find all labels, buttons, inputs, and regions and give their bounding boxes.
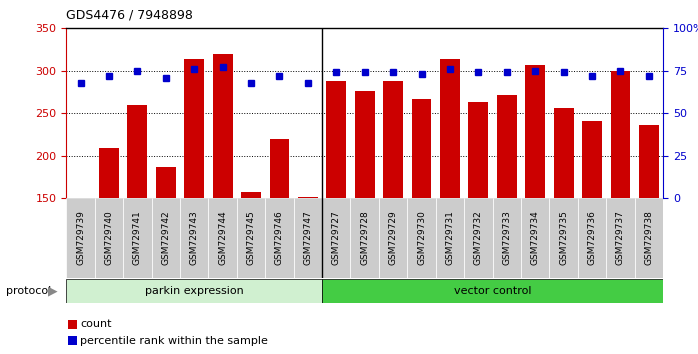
Bar [237, 198, 265, 278]
Text: GSM729727: GSM729727 [332, 210, 341, 265]
Bar [294, 198, 322, 278]
Bar [549, 198, 578, 278]
Text: GSM729731: GSM729731 [445, 210, 454, 265]
Bar [582, 121, 602, 198]
Text: GSM729733: GSM729733 [503, 210, 512, 265]
Bar [156, 167, 176, 198]
Bar [383, 81, 403, 198]
Bar [128, 105, 147, 198]
Bar [412, 99, 431, 198]
Text: GSM729730: GSM729730 [417, 210, 426, 265]
Bar [66, 198, 95, 278]
Bar [607, 198, 634, 278]
Text: GSM729747: GSM729747 [304, 210, 313, 265]
Bar [350, 198, 379, 278]
Bar [184, 59, 204, 198]
Text: ▶: ▶ [47, 285, 57, 297]
Bar [468, 102, 489, 198]
Bar [355, 91, 375, 198]
Bar [269, 139, 290, 198]
Text: percentile rank within the sample: percentile rank within the sample [80, 336, 268, 346]
Text: GSM729738: GSM729738 [644, 210, 653, 265]
Bar [440, 59, 460, 198]
Text: parkin expression: parkin expression [144, 286, 244, 296]
Bar [66, 279, 322, 303]
Bar [298, 196, 318, 198]
Text: GSM729740: GSM729740 [105, 210, 114, 265]
Bar [213, 54, 232, 198]
Text: GSM729741: GSM729741 [133, 210, 142, 265]
Bar [436, 198, 464, 278]
Bar [151, 198, 180, 278]
Bar [180, 198, 209, 278]
Text: GSM729737: GSM729737 [616, 210, 625, 265]
Bar [611, 71, 630, 198]
Text: GSM729736: GSM729736 [588, 210, 597, 265]
Text: GSM729732: GSM729732 [474, 210, 483, 265]
Bar [95, 198, 123, 278]
Bar [497, 95, 517, 198]
Bar [379, 198, 408, 278]
Text: GSM729743: GSM729743 [190, 210, 199, 265]
Bar [265, 198, 294, 278]
Bar [322, 279, 663, 303]
Text: GSM729739: GSM729739 [76, 210, 85, 265]
Text: GSM729745: GSM729745 [246, 210, 255, 265]
Bar [123, 198, 151, 278]
Bar [639, 125, 659, 198]
Bar [209, 198, 237, 278]
Text: GSM729746: GSM729746 [275, 210, 284, 265]
Text: count: count [80, 319, 112, 329]
Text: protocol: protocol [6, 286, 51, 296]
Bar [521, 198, 549, 278]
Text: GSM729742: GSM729742 [161, 210, 170, 265]
Bar [327, 81, 346, 198]
Bar [408, 198, 436, 278]
Bar [634, 198, 663, 278]
Bar [464, 198, 493, 278]
Text: vector control: vector control [454, 286, 531, 296]
Bar [99, 148, 119, 198]
Bar [493, 198, 521, 278]
Bar [241, 192, 261, 198]
Bar [526, 65, 545, 198]
Text: GSM729735: GSM729735 [559, 210, 568, 265]
Text: GDS4476 / 7948898: GDS4476 / 7948898 [66, 9, 193, 22]
Bar [578, 198, 607, 278]
Text: GSM729744: GSM729744 [218, 210, 227, 265]
Text: GSM729729: GSM729729 [389, 210, 398, 265]
Text: GSM729734: GSM729734 [530, 210, 540, 265]
Bar [322, 198, 350, 278]
Text: GSM729728: GSM729728 [360, 210, 369, 265]
Bar [554, 108, 574, 198]
